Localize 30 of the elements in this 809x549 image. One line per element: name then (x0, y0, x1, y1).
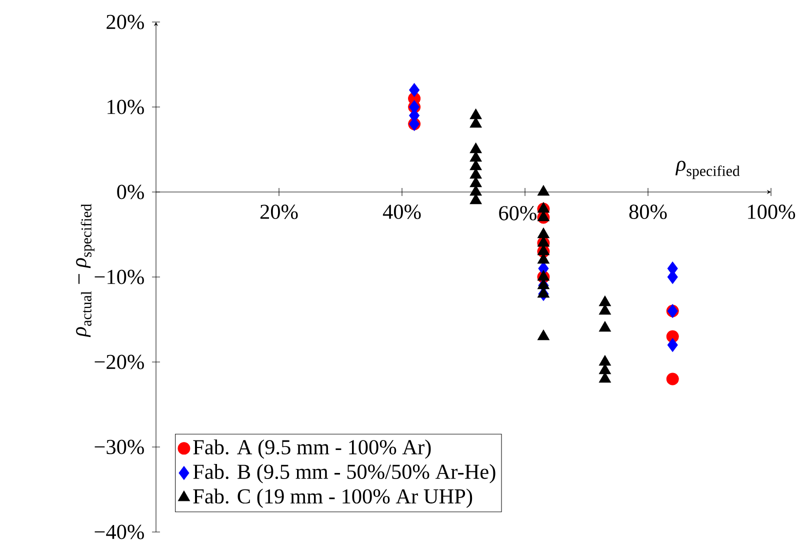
y-tick-label: −30% (94, 440, 144, 454)
x-tick-label: 100% (748, 204, 796, 220)
point (598, 321, 611, 332)
x-axis-title: $\text{\itshape ρ}_{\text{specified}}$ (675, 160, 740, 180)
y-tick-label: −10% (94, 270, 144, 284)
point (409, 83, 420, 97)
legend-label: Fab. C (19 mm - 100% Ar UHP) (193, 488, 472, 508)
point (470, 142, 482, 154)
point (598, 296, 611, 306)
point (598, 355, 611, 366)
point (667, 338, 678, 352)
point (537, 202, 550, 213)
x-tick-label: 80% (629, 204, 667, 220)
point (537, 270, 550, 281)
y-tick-label: 10% (108, 100, 144, 114)
x-tick-label: 20% (260, 204, 298, 220)
point (537, 185, 550, 196)
y-tick-label: −40% (94, 524, 144, 540)
x-tick-label: 40% (382, 204, 421, 220)
point (470, 108, 482, 120)
legend-label: Fab. B (9.5 mm - 50%/50% Ar-He) (193, 464, 496, 484)
point (666, 372, 679, 386)
legend-label: Fab. A (9.5 mm - 100% Ar) (193, 439, 431, 459)
y-axis-title: $\text{\itshape ρ}_{\text{actual}}\text{ − }\text{\itshape ρ}_{\text{specified}}$ (76, 204, 94, 338)
y-tick-label: 0% (117, 184, 144, 200)
point (537, 330, 550, 340)
x-tick-label: 60% (499, 206, 536, 220)
point (537, 228, 550, 238)
y-tick-label: −20% (94, 354, 144, 370)
y-tick-label: 20% (106, 14, 144, 30)
